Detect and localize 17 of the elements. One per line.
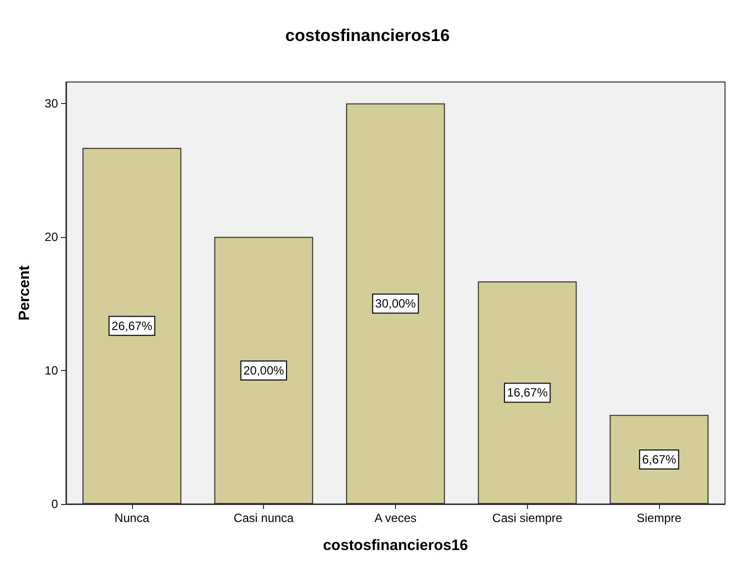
chart-title: costosfinancieros16 (285, 26, 450, 45)
x-tick-label: Siempre (636, 511, 682, 525)
x-tick-label: Casi nunca (234, 511, 294, 525)
y-tick-label: 0 (51, 497, 58, 511)
y-tick-label: 20 (44, 230, 58, 244)
y-tick-label: 10 (44, 363, 58, 378)
data-label: 16,67% (506, 386, 548, 400)
x-tick-label: A veces (374, 511, 417, 525)
data-label: 26,67% (112, 318, 153, 333)
x-tick-label: Nunca (114, 511, 150, 525)
x-tick-label: Casi siempre (492, 511, 563, 525)
data-label: 30,00% (375, 296, 416, 311)
data-label: 6,67% (642, 452, 676, 466)
data-label: 20,00% (243, 363, 284, 378)
y-tick-label: 30 (44, 96, 58, 110)
y-axis-title: Percent (16, 265, 33, 321)
x-axis-title: costosfinancieros16 (322, 537, 468, 554)
